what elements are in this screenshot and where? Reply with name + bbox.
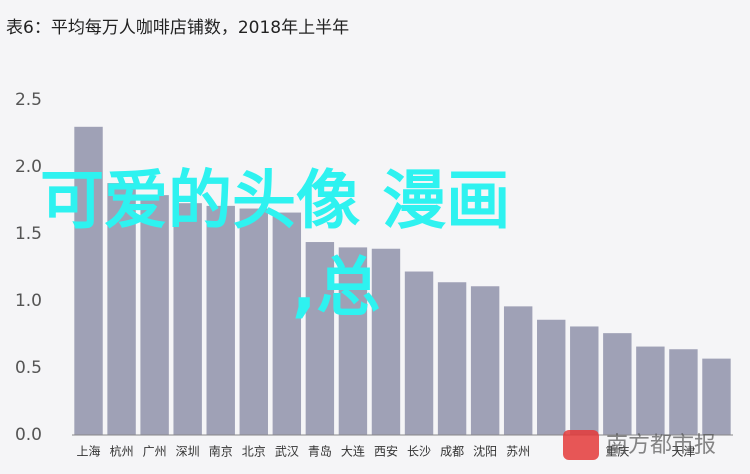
bar: [537, 319, 566, 435]
bar: [570, 326, 599, 435]
bar: [272, 212, 302, 435]
x-tick-label: 成都: [440, 445, 464, 459]
x-tick-label: 广州: [143, 445, 167, 459]
bar: [305, 242, 335, 435]
x-tick-label: 上海: [77, 444, 101, 459]
y-tick-label: 0.0: [15, 425, 42, 445]
watermark-text: ,总: [292, 252, 380, 326]
x-tick-label: 苏州: [506, 445, 530, 459]
logo-text: 南方都市报: [606, 433, 716, 458]
bar: [437, 282, 467, 435]
x-tick-label: 长沙: [407, 445, 431, 459]
bar: [140, 195, 169, 435]
x-tick-label: 南京: [209, 444, 233, 459]
bar: [173, 203, 202, 435]
x-tick-label: 沈阳: [473, 444, 497, 459]
y-tick-label: 2.0: [15, 157, 42, 177]
bar: [371, 248, 401, 435]
x-tick-label: 青岛: [308, 444, 332, 459]
bar: [107, 183, 136, 435]
x-tick-label: 北京: [242, 445, 266, 459]
bar: [669, 349, 698, 435]
chart-title: 表6：平均每万人咖啡店铺数，2018年上半年: [6, 18, 349, 38]
bar: [338, 247, 368, 435]
bar: [404, 271, 434, 435]
x-tick-label: 杭州: [110, 444, 134, 459]
x-tick-label: 西安: [374, 444, 398, 459]
x-tick-label: 大连: [341, 444, 365, 459]
y-tick-label: 1.5: [15, 224, 42, 244]
bar: [239, 208, 268, 435]
y-tick-label: 2.5: [15, 90, 42, 110]
bar: [702, 358, 731, 435]
x-tick-label: 重庆: [605, 445, 629, 459]
bar: [503, 306, 533, 435]
bar: [74, 126, 103, 436]
watermark-text: 可爱的头像 漫画: [40, 165, 510, 239]
x-tick-label: 天津: [671, 445, 695, 459]
bar: [636, 346, 665, 435]
y-tick-label: 1.0: [15, 291, 42, 311]
y-tick-label: 0.5: [15, 358, 42, 378]
x-tick-label: 深圳: [176, 445, 200, 459]
bar: [206, 205, 235, 435]
x-tick-label: 武汉: [275, 445, 299, 459]
logo-icon: [563, 430, 599, 460]
bar: [470, 286, 500, 435]
bar: [603, 333, 632, 435]
